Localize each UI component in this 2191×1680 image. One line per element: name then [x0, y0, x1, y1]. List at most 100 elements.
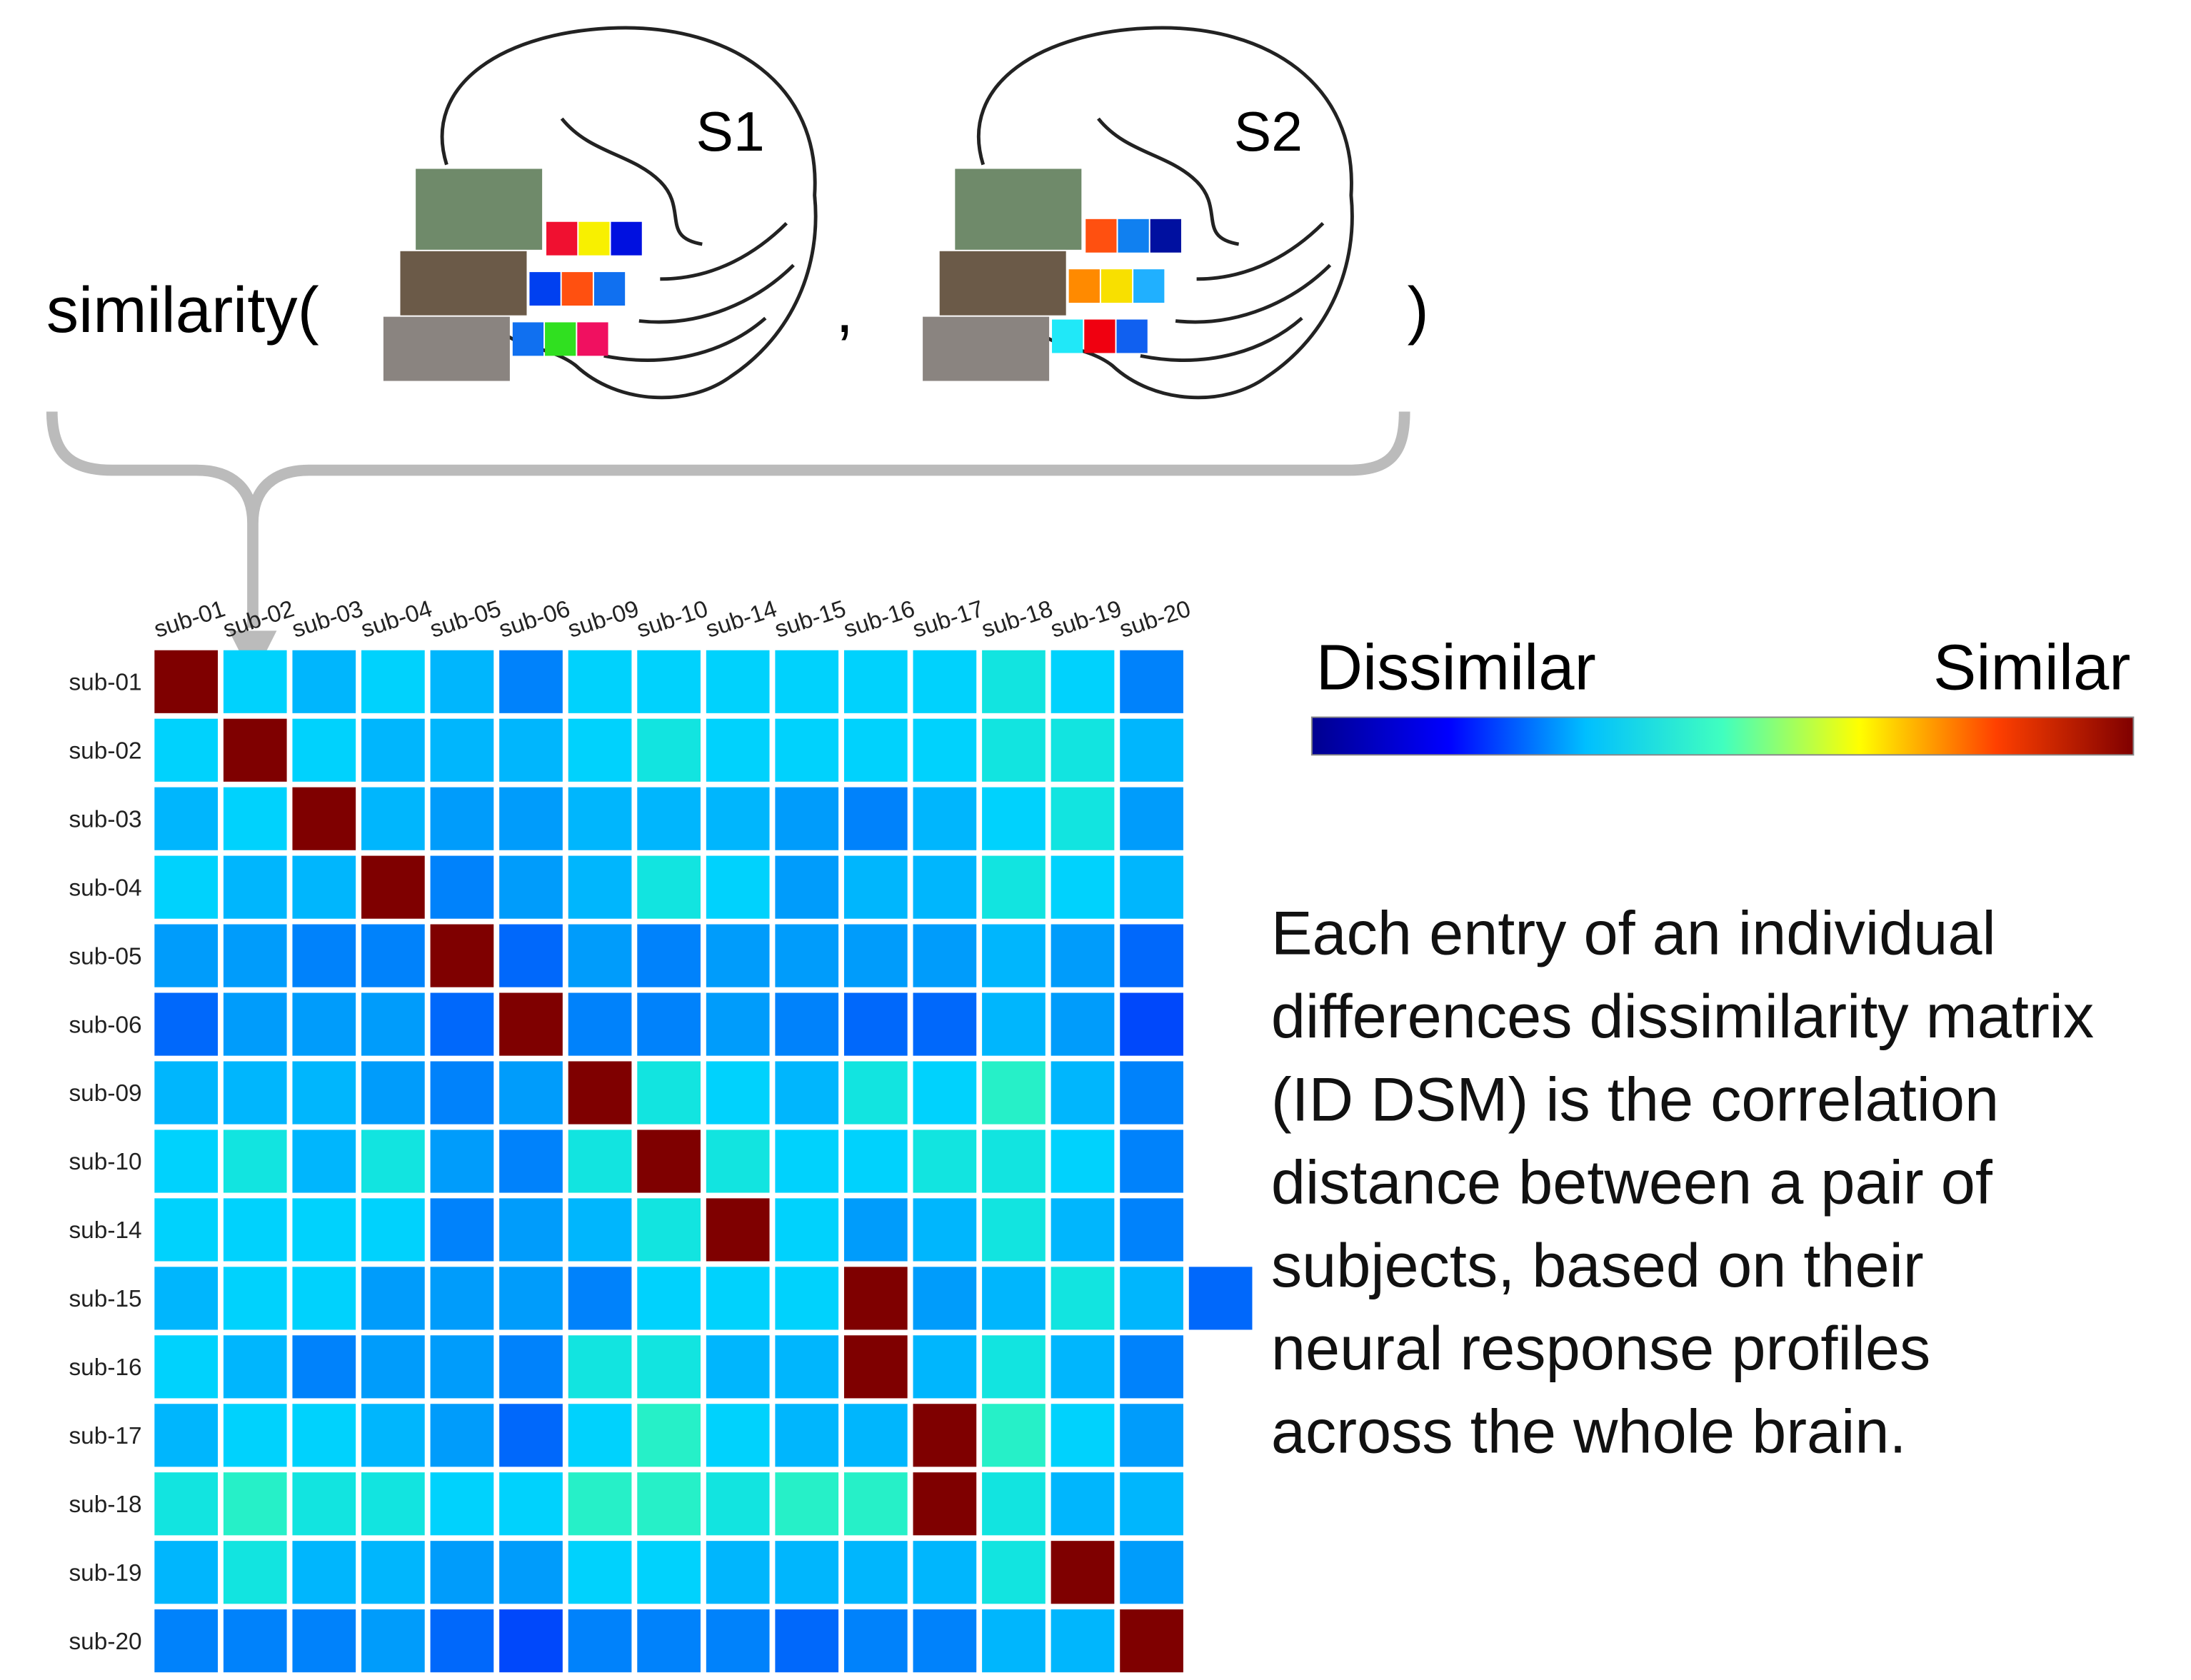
matrix-cell — [431, 1267, 494, 1329]
matrix-cell — [224, 1472, 287, 1535]
matrix-cell — [1120, 925, 1183, 987]
matrix-cell — [1120, 992, 1183, 1055]
row-label: sub-05 — [69, 943, 141, 970]
matrix-cell — [706, 719, 770, 782]
matrix-cell — [292, 1472, 356, 1535]
matrix-cell — [292, 992, 356, 1055]
matrix-cell — [568, 1472, 632, 1535]
matrix-cell — [913, 856, 977, 919]
matrix-cell — [224, 1541, 287, 1604]
matrix-cell — [292, 650, 356, 713]
matrix-cell — [844, 1541, 908, 1604]
formula-close: ) — [1408, 274, 1429, 346]
matrix-cell — [775, 1404, 838, 1467]
column-label: sub-18 — [978, 595, 1056, 643]
matrix-cell — [844, 650, 908, 713]
row-label: sub-17 — [69, 1423, 141, 1449]
matrix-cell — [224, 856, 287, 919]
matrix-cell — [1051, 1541, 1115, 1604]
matrix-cell — [154, 1130, 218, 1192]
matrix-cell — [568, 650, 632, 713]
matrix-cell — [292, 1335, 356, 1398]
column-label: sub-04 — [358, 595, 436, 643]
matrix-cell — [499, 925, 563, 987]
matrix-cell — [982, 1198, 1046, 1261]
matrix-cell — [292, 788, 356, 850]
matrix-cell — [706, 992, 770, 1055]
matrix-cell — [292, 856, 356, 919]
row-label: sub-16 — [69, 1354, 141, 1381]
matrix-cell — [844, 992, 908, 1055]
matrix-cell — [982, 788, 1046, 850]
matrix-cell — [913, 1198, 977, 1261]
matrix-cell — [292, 1267, 356, 1329]
matrix-cell — [431, 650, 494, 713]
matrix-cell — [361, 1061, 425, 1124]
matrix-cell — [361, 1541, 425, 1604]
matrix-cell — [706, 1609, 770, 1672]
column-label: sub-03 — [289, 595, 366, 643]
matrix-cell — [292, 1198, 356, 1261]
matrix-cell — [361, 650, 425, 713]
matrix-cell — [844, 1198, 908, 1261]
matrix-cell — [706, 1404, 770, 1467]
matrix-cell — [431, 788, 494, 850]
matrix-cell — [775, 1198, 838, 1261]
row-label: sub-18 — [69, 1492, 141, 1518]
matrix-cell — [706, 1267, 770, 1329]
brain-label: S1 — [696, 100, 765, 163]
matrix-cell — [844, 1267, 908, 1329]
caption-line: neural response profiles — [1271, 1314, 1930, 1383]
figure: S1 S2 similarity( , ) Dissimilar Similar… — [0, 0, 2191, 1680]
matrix-cell — [913, 1061, 977, 1124]
matrix-cell — [1051, 1061, 1115, 1124]
column-label: sub-19 — [1048, 595, 1125, 643]
colorbar — [1312, 718, 2134, 755]
matrix-cell — [913, 1130, 977, 1192]
matrix-cell — [913, 992, 977, 1055]
matrix-cell — [292, 1061, 356, 1124]
matrix-cell — [913, 719, 977, 782]
caption-line: (ID DSM) is the correlation — [1271, 1066, 1999, 1135]
matrix-cell — [431, 1198, 494, 1261]
matrix-cell — [499, 788, 563, 850]
matrix-cell — [568, 719, 632, 782]
matrix-cell — [568, 1609, 632, 1672]
matrix-cell — [568, 925, 632, 987]
matrix-cell — [431, 1404, 494, 1467]
row-label: sub-02 — [69, 738, 141, 765]
row-label: sub-20 — [69, 1629, 141, 1655]
matrix-cell — [499, 650, 563, 713]
matrix-cell — [982, 1404, 1046, 1467]
matrix-cell — [913, 925, 977, 987]
matrix-cell — [431, 1130, 494, 1192]
matrix-cell — [637, 1061, 701, 1124]
column-label: sub-15 — [771, 595, 849, 643]
matrix-cell — [1051, 856, 1115, 919]
matrix-cell — [499, 1061, 563, 1124]
matrix-cell — [154, 1061, 218, 1124]
matrix-cell — [499, 1404, 563, 1467]
matrix-cell — [1120, 1609, 1183, 1672]
matrix-cell — [361, 1609, 425, 1672]
matrix-cell — [844, 1404, 908, 1467]
matrix-cell — [913, 1541, 977, 1604]
matrix-cell — [431, 719, 494, 782]
matrix-cell — [1120, 1061, 1183, 1124]
matrix-cell — [154, 1472, 218, 1535]
matrix-cell — [1051, 1198, 1115, 1261]
matrix-cell — [431, 1061, 494, 1124]
matrix-cell — [154, 992, 218, 1055]
matrix-cell — [775, 992, 838, 1055]
matrix-cell — [361, 719, 425, 782]
formula-separator: , — [836, 274, 853, 346]
matrix-cell — [775, 1609, 838, 1672]
matrix-cell — [706, 925, 770, 987]
caption-line: subjects, based on their — [1271, 1232, 1924, 1300]
column-label: sub-05 — [427, 595, 505, 643]
matrix-cell — [1051, 650, 1115, 713]
matrix-cell — [1051, 1609, 1115, 1672]
matrix-cell — [982, 1541, 1046, 1604]
matrix-cell — [775, 925, 838, 987]
matrix-cell — [568, 1335, 632, 1398]
